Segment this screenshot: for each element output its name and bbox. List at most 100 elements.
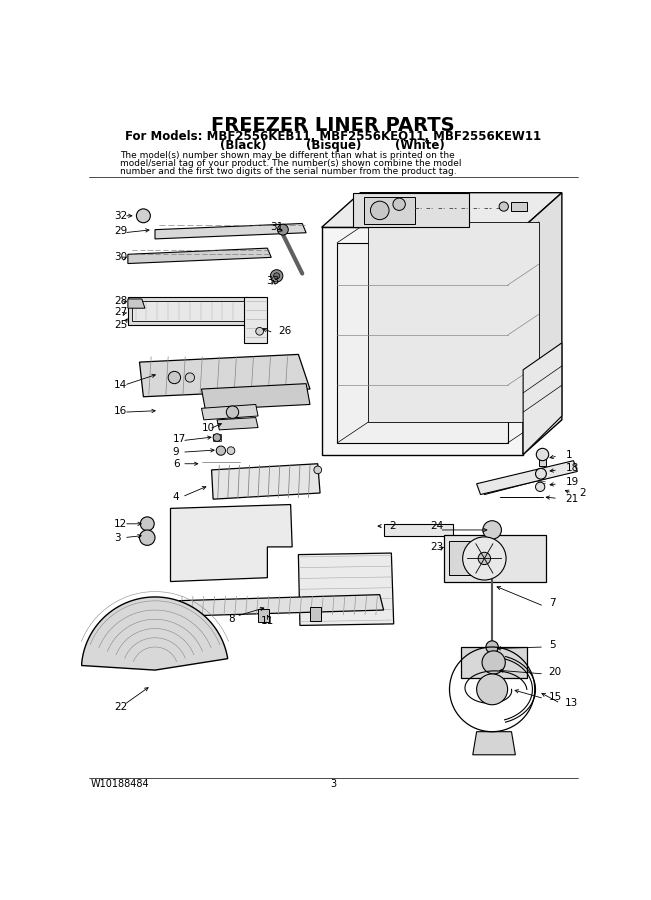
Text: 14: 14: [114, 380, 127, 391]
Text: 17: 17: [173, 434, 186, 444]
Bar: [512, 202, 527, 211]
Text: 13: 13: [565, 698, 578, 708]
Polygon shape: [484, 466, 574, 494]
Polygon shape: [461, 647, 527, 678]
Polygon shape: [139, 355, 310, 397]
Text: 9: 9: [173, 447, 180, 457]
Text: For Models: MBF2556KEB11, MBF2556KEQ11, MBF2556KEW11: For Models: MBF2556KEB11, MBF2556KEQ11, …: [125, 130, 542, 142]
Polygon shape: [353, 193, 469, 228]
Polygon shape: [298, 554, 394, 626]
Circle shape: [186, 373, 195, 382]
Text: 28: 28: [114, 295, 127, 305]
Text: 12: 12: [114, 518, 127, 529]
Circle shape: [486, 641, 498, 653]
Circle shape: [227, 406, 239, 419]
Polygon shape: [128, 248, 271, 264]
Polygon shape: [477, 461, 577, 494]
Bar: [538, 458, 546, 466]
Text: 2: 2: [579, 488, 587, 498]
Text: 31: 31: [270, 222, 284, 232]
Circle shape: [499, 202, 508, 211]
Bar: [449, 541, 480, 575]
Circle shape: [270, 270, 283, 282]
Text: (White): (White): [395, 139, 444, 152]
Text: 1: 1: [566, 449, 572, 460]
Circle shape: [277, 224, 288, 235]
Circle shape: [536, 468, 546, 479]
Circle shape: [536, 448, 549, 461]
Text: 18: 18: [566, 464, 579, 473]
Text: 3: 3: [330, 779, 337, 789]
Circle shape: [483, 521, 501, 539]
Polygon shape: [202, 404, 258, 419]
Text: 8: 8: [229, 614, 235, 624]
Bar: [310, 607, 321, 621]
Text: 32: 32: [114, 211, 127, 220]
Text: (Black): (Black): [219, 139, 266, 152]
Polygon shape: [444, 536, 546, 581]
Text: 29: 29: [114, 226, 127, 236]
Polygon shape: [322, 193, 562, 228]
Text: 27: 27: [114, 307, 127, 317]
Text: 11: 11: [261, 616, 275, 625]
Text: 10: 10: [202, 423, 215, 433]
Circle shape: [393, 198, 406, 211]
Polygon shape: [244, 297, 268, 343]
Polygon shape: [368, 222, 538, 422]
Polygon shape: [365, 196, 415, 223]
Circle shape: [482, 651, 505, 674]
Text: 24: 24: [430, 521, 443, 531]
Circle shape: [256, 328, 264, 335]
Text: 33: 33: [266, 276, 279, 286]
Circle shape: [137, 209, 150, 222]
Text: 19: 19: [566, 477, 579, 487]
Polygon shape: [383, 524, 453, 536]
Bar: [213, 435, 221, 441]
Text: W10188484: W10188484: [90, 779, 149, 789]
Text: 30: 30: [114, 252, 127, 262]
Text: 20: 20: [549, 667, 562, 677]
Circle shape: [227, 446, 235, 454]
Polygon shape: [81, 597, 228, 670]
Text: 16: 16: [114, 406, 127, 416]
Circle shape: [140, 517, 154, 531]
Text: 6: 6: [173, 459, 180, 469]
Text: 25: 25: [114, 320, 127, 330]
Text: 7: 7: [549, 598, 555, 608]
Bar: [258, 608, 269, 623]
Circle shape: [139, 530, 155, 545]
Text: 26: 26: [278, 327, 292, 337]
Polygon shape: [128, 297, 248, 325]
Circle shape: [216, 446, 225, 455]
Text: The model(s) number shown may be different than what is printed on the: The model(s) number shown may be differe…: [120, 151, 455, 160]
Polygon shape: [155, 223, 306, 238]
Circle shape: [536, 482, 545, 491]
Polygon shape: [202, 383, 310, 410]
Circle shape: [370, 202, 389, 220]
Polygon shape: [128, 299, 145, 308]
Text: 21: 21: [566, 494, 579, 504]
Polygon shape: [337, 243, 508, 443]
Text: 2: 2: [389, 521, 396, 531]
Circle shape: [463, 537, 506, 580]
Polygon shape: [171, 505, 292, 581]
Text: 23: 23: [430, 542, 443, 552]
Polygon shape: [132, 301, 244, 321]
Polygon shape: [473, 732, 516, 755]
Text: (Bisque): (Bisque): [306, 139, 361, 152]
Circle shape: [213, 434, 221, 441]
Bar: [145, 535, 153, 541]
Circle shape: [168, 372, 180, 383]
Text: 4: 4: [173, 491, 180, 502]
Text: 5: 5: [549, 640, 555, 650]
Text: 22: 22: [114, 702, 127, 712]
Bar: [145, 521, 153, 526]
Circle shape: [477, 674, 508, 705]
Circle shape: [314, 466, 322, 473]
Circle shape: [273, 273, 280, 279]
Polygon shape: [174, 595, 383, 616]
Polygon shape: [523, 343, 562, 454]
Circle shape: [478, 553, 491, 564]
Text: 3: 3: [114, 533, 120, 543]
Text: FREEZER LINER PARTS: FREEZER LINER PARTS: [212, 116, 455, 135]
